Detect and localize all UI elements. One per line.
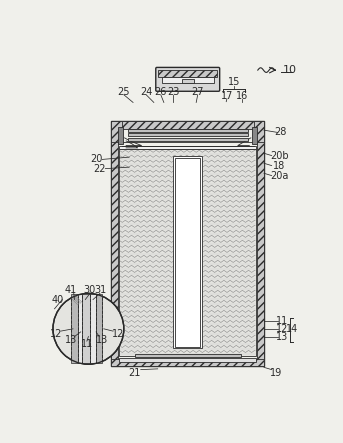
Bar	[82, 294, 90, 363]
Bar	[134, 354, 241, 358]
Bar	[119, 358, 256, 362]
Bar	[257, 121, 264, 366]
Text: 20: 20	[90, 155, 102, 164]
Text: 24: 24	[140, 87, 152, 97]
Text: 12: 12	[50, 329, 62, 339]
Text: 26: 26	[155, 87, 167, 97]
Bar	[78, 294, 82, 363]
Text: 20a: 20a	[270, 171, 288, 181]
Bar	[96, 294, 102, 363]
Text: 31: 31	[94, 285, 106, 295]
Bar	[111, 121, 121, 143]
Bar	[111, 121, 264, 366]
Bar	[128, 138, 248, 141]
FancyBboxPatch shape	[156, 67, 220, 91]
Text: 10: 10	[282, 65, 296, 75]
Bar	[90, 294, 96, 363]
Bar	[128, 133, 248, 136]
Text: 16: 16	[236, 90, 249, 101]
Text: 11: 11	[81, 339, 93, 349]
Bar	[254, 121, 264, 143]
Text: 19: 19	[270, 368, 282, 378]
Text: 12: 12	[276, 324, 288, 334]
Bar	[111, 359, 264, 366]
Text: 15: 15	[228, 78, 240, 87]
Bar	[71, 294, 78, 363]
Bar	[173, 156, 202, 348]
Text: 27: 27	[191, 87, 204, 97]
Text: 41: 41	[64, 285, 77, 295]
Text: 13: 13	[65, 334, 78, 345]
Bar	[111, 121, 118, 366]
Text: 25: 25	[118, 87, 130, 97]
Text: 12: 12	[111, 329, 124, 339]
Text: 17: 17	[221, 90, 233, 101]
Bar	[119, 146, 256, 149]
Text: 30: 30	[84, 285, 96, 295]
Bar	[175, 158, 200, 346]
Text: 40: 40	[51, 295, 64, 304]
Bar	[158, 70, 217, 77]
Text: 11: 11	[276, 316, 288, 326]
Bar	[162, 77, 214, 83]
Text: 13: 13	[276, 331, 288, 342]
Bar	[118, 127, 123, 144]
Bar	[128, 128, 248, 132]
Circle shape	[53, 293, 124, 364]
Bar	[252, 127, 257, 144]
Text: 23: 23	[167, 87, 179, 97]
Text: 28: 28	[275, 128, 287, 137]
Text: 14: 14	[285, 324, 298, 334]
Text: 21: 21	[128, 368, 141, 378]
Bar	[111, 121, 264, 129]
Bar	[119, 149, 256, 356]
Text: 13: 13	[96, 334, 108, 345]
Text: 20b: 20b	[270, 151, 289, 160]
Bar	[181, 78, 194, 83]
Text: 22: 22	[93, 163, 105, 174]
Text: 18: 18	[273, 160, 285, 171]
